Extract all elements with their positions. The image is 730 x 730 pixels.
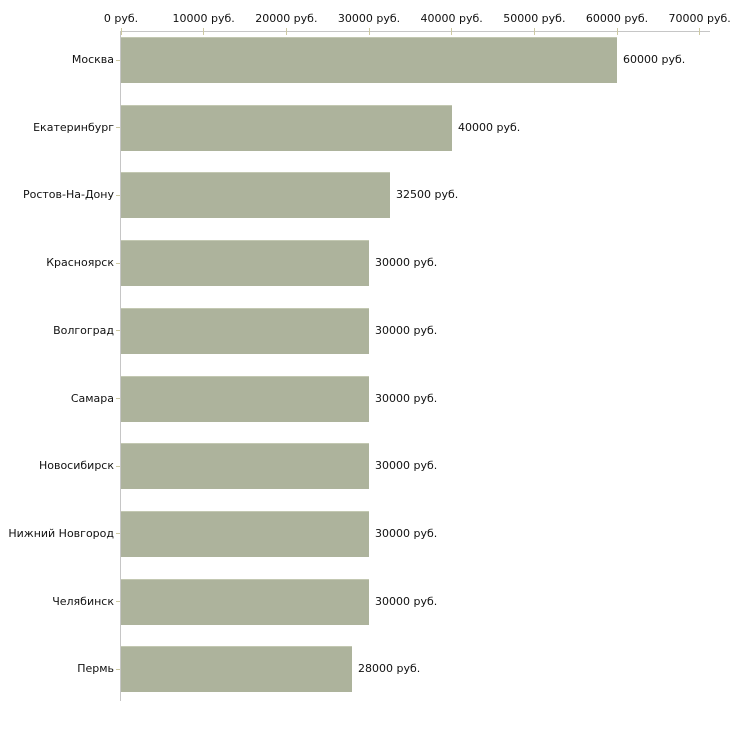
bar (121, 578, 369, 625)
category-label: Красноярск (46, 256, 114, 270)
bar (121, 104, 452, 151)
value-label: 40000 руб. (458, 120, 521, 134)
y-axis-tick (116, 601, 120, 603)
bar (121, 375, 369, 422)
y-axis-line (120, 31, 121, 701)
x-axis-tick (203, 28, 205, 35)
x-axis-tick-label: 50000 руб. (503, 12, 566, 25)
bar (121, 37, 617, 83)
y-axis-tick (116, 59, 120, 61)
x-axis-tick (285, 28, 287, 35)
category-label: Ростов-На-Дону (22, 188, 114, 202)
value-label: 30000 руб. (375, 594, 438, 608)
x-axis-tick-label: 70000 руб. (668, 12, 730, 25)
x-axis-tick-label: 10000 руб. (172, 12, 235, 25)
category-label: Самара (70, 391, 114, 405)
y-axis-tick (116, 194, 120, 196)
value-label: 30000 руб. (375, 391, 438, 405)
category-label: Пермь (77, 662, 114, 676)
category-label: Нижний Новгород (8, 526, 114, 540)
x-axis-tick (533, 28, 535, 35)
x-axis-tick (120, 28, 122, 35)
bar (121, 443, 369, 490)
value-label: 28000 руб. (358, 662, 421, 676)
category-label: Новосибирск (38, 459, 114, 473)
x-axis-tick-label: 20000 руб. (255, 12, 318, 25)
bar (121, 172, 390, 219)
category-label: Волгоград (53, 323, 114, 337)
y-axis-tick (116, 127, 120, 129)
value-label: 60000 руб. (623, 53, 686, 66)
category-label: Челябинск (52, 594, 114, 608)
x-axis-tick (368, 28, 370, 35)
y-axis-tick (116, 465, 120, 467)
bar (121, 240, 369, 287)
value-label: 30000 руб. (375, 526, 438, 540)
x-axis-tick (616, 28, 618, 35)
bar (121, 307, 369, 354)
y-axis-tick (116, 330, 120, 332)
x-axis-tick-label: 30000 руб. (337, 12, 401, 25)
x-axis-tick-label: 40000 руб. (420, 12, 483, 25)
value-label: 30000 руб. (375, 459, 438, 473)
value-label: 30000 руб. (375, 323, 438, 337)
y-axis-tick (116, 398, 120, 399)
x-axis-tick (451, 28, 453, 35)
category-label: Екатеринбург (33, 120, 114, 134)
x-axis-tick-label: 0 руб. (103, 12, 139, 25)
y-axis-tick (116, 262, 120, 264)
bar (121, 510, 369, 557)
x-axis-tick (699, 28, 701, 35)
x-axis-line (121, 31, 710, 32)
value-label: 30000 руб. (375, 256, 438, 270)
y-axis-tick (116, 668, 120, 670)
value-label: 32500 руб. (396, 188, 459, 202)
bar (121, 646, 352, 693)
x-axis-tick-label: 60000 руб. (585, 12, 649, 25)
y-axis-tick (116, 533, 120, 535)
category-label: Москва (71, 53, 114, 66)
